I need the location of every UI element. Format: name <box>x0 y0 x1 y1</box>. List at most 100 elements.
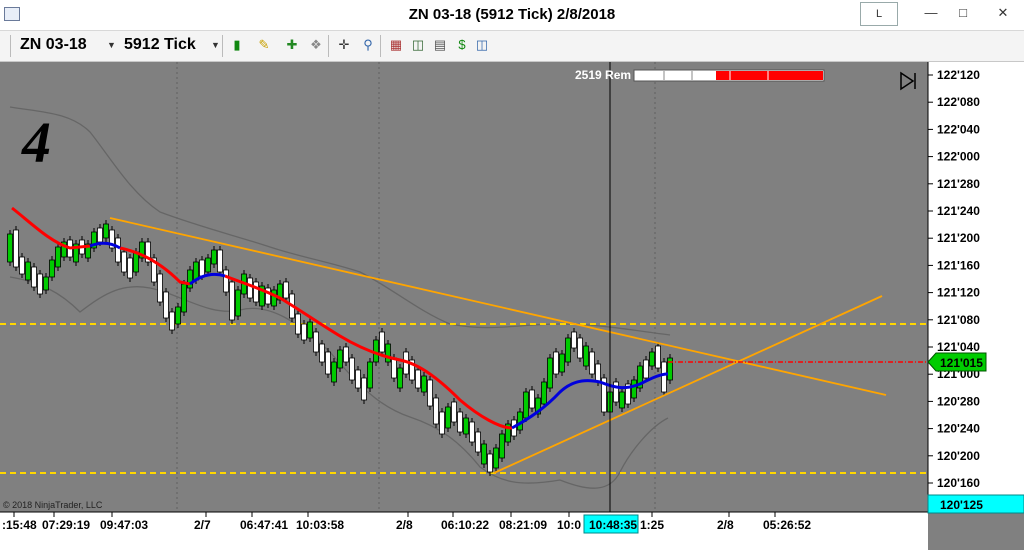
time-tick-label: 08:21:09 <box>499 518 547 532</box>
down-candle <box>163 291 169 319</box>
layout-icon[interactable]: ◫ <box>475 37 489 52</box>
price-tick-label: 122'040 <box>937 122 980 136</box>
time-axis-bg <box>0 512 928 550</box>
price-tick-label: 121'280 <box>937 177 980 191</box>
down-candle <box>19 256 25 275</box>
time-tick-label: :15:48 <box>2 518 37 532</box>
down-candle <box>13 229 19 268</box>
chevron-down-icon[interactable]: ▼ <box>107 40 116 50</box>
price-tick-label: 120'240 <box>937 422 980 436</box>
price-tick-label: 122'120 <box>937 68 980 82</box>
time-tick-label: 2/8 <box>396 518 413 532</box>
minimize-icon[interactable]: — <box>924 5 938 20</box>
app-chart-icon <box>4 7 20 21</box>
chart-trader-icon[interactable]: ◫ <box>411 37 425 52</box>
down-candle <box>361 377 367 401</box>
time-tick-label: 10:03:58 <box>296 518 344 532</box>
chevron-down-icon[interactable]: ▼ <box>211 40 220 50</box>
time-tick-label: 1:25 <box>640 518 664 532</box>
crosshair-price-label: 120'125 <box>940 498 983 512</box>
down-candle <box>151 257 157 283</box>
down-candle <box>343 346 349 363</box>
vertical-gridlines <box>176 62 656 512</box>
time-axis-labels: :15:48 07:29:19 09:47:03 2/7 06:47:41 10:03:5… <box>2 512 811 532</box>
price-tick-label: 121'160 <box>937 258 980 272</box>
crosshair-icon[interactable]: ✛ <box>338 37 350 52</box>
up-candle <box>271 289 277 307</box>
crosshair-time-marker: 10:48:35 <box>583 514 639 534</box>
descending-trendline[interactable] <box>109 217 887 396</box>
up-candle <box>205 257 211 273</box>
price-tick-label: 121'040 <box>937 340 980 354</box>
down-candle <box>475 431 481 453</box>
up-candle <box>25 261 31 281</box>
down-candle <box>199 259 205 277</box>
toolbar-separator <box>380 35 381 57</box>
scroll-to-end-icon[interactable] <box>900 71 916 91</box>
up-candle <box>259 285 265 307</box>
interval-selector[interactable]: 5912 Tick <box>124 36 196 53</box>
down-candle <box>355 369 361 389</box>
zoom-icon[interactable]: ⚲ <box>363 37 373 52</box>
up-candle <box>463 417 469 435</box>
up-candle <box>331 361 337 383</box>
down-candle <box>643 359 649 379</box>
chart-panel[interactable]: 4 2519 Rem © 2018 NinjaTrader, LLC 122'1… <box>0 62 1024 550</box>
dollar-icon[interactable]: $ <box>458 37 466 52</box>
up-candle <box>505 423 511 443</box>
down-candle <box>247 277 253 299</box>
annotation-number: 4 <box>21 110 51 175</box>
window-title: ZN 03-18 (5912 Tick) 2/8/2018 <box>408 6 616 23</box>
ascending-trendline[interactable] <box>493 295 883 474</box>
close-icon[interactable]: ✕ <box>997 5 1009 20</box>
time-tick-label: 06:10:22 <box>441 518 489 532</box>
up-candle <box>649 351 655 367</box>
up-candle <box>211 249 217 265</box>
up-candle <box>55 246 61 268</box>
data-box-icon[interactable]: ▦ <box>389 37 403 52</box>
down-candle <box>127 257 133 279</box>
last-price-label: 121'015 <box>940 356 983 370</box>
down-candle <box>265 287 271 305</box>
up-candle <box>91 231 97 249</box>
strategy-icon[interactable]: ❖ <box>310 37 322 52</box>
time-tick-label: 2/8 <box>717 518 734 532</box>
up-candle <box>85 243 91 259</box>
last-price-marker: 121'015 <box>927 352 987 372</box>
maximize-icon[interactable]: □ <box>959 5 967 20</box>
price-tick-label: 121'080 <box>937 313 980 327</box>
candlestick-style-icon[interactable]: ▮ <box>233 37 241 52</box>
moving-average-up-segment <box>89 241 121 250</box>
up-candle <box>565 337 571 363</box>
up-candle <box>547 357 553 389</box>
up-candle <box>481 443 487 465</box>
toolbar-separator <box>222 35 223 57</box>
moving-average-up-segment <box>189 272 226 286</box>
up-candle <box>637 365 643 389</box>
down-candle <box>439 411 445 435</box>
up-candle <box>619 391 625 409</box>
down-candle <box>457 411 463 433</box>
crosshair-time-label: 10:48:35 <box>589 518 637 532</box>
instrument-selector[interactable]: ZN 03-18 <box>20 36 87 53</box>
down-candle <box>655 345 661 369</box>
bar-timer-progress <box>633 69 825 82</box>
up-candle <box>133 251 139 273</box>
pencil-draw-icon[interactable]: ✎ <box>258 37 270 52</box>
price-chart[interactable]: 4 2519 Rem © 2018 NinjaTrader, LLC 122'1… <box>0 62 1024 550</box>
toolbar-separator <box>328 35 329 57</box>
copyright-text: © 2018 NinjaTrader, LLC <box>3 500 103 510</box>
bars-remaining-text: 2519 Rem <box>575 68 631 82</box>
time-tick-label: 05:26:52 <box>763 518 811 532</box>
layout-l-button[interactable]: L <box>860 2 898 26</box>
up-candle <box>499 433 505 459</box>
down-candle <box>391 357 397 379</box>
up-candle <box>187 269 193 289</box>
price-tick-label: 120'200 <box>937 449 980 463</box>
down-candle <box>217 249 223 273</box>
up-candle <box>631 379 637 399</box>
add-indicator-icon[interactable]: ✚ <box>286 37 298 52</box>
down-candle <box>625 383 631 405</box>
properties-icon[interactable]: ▤ <box>433 37 447 52</box>
down-candle <box>427 379 433 407</box>
